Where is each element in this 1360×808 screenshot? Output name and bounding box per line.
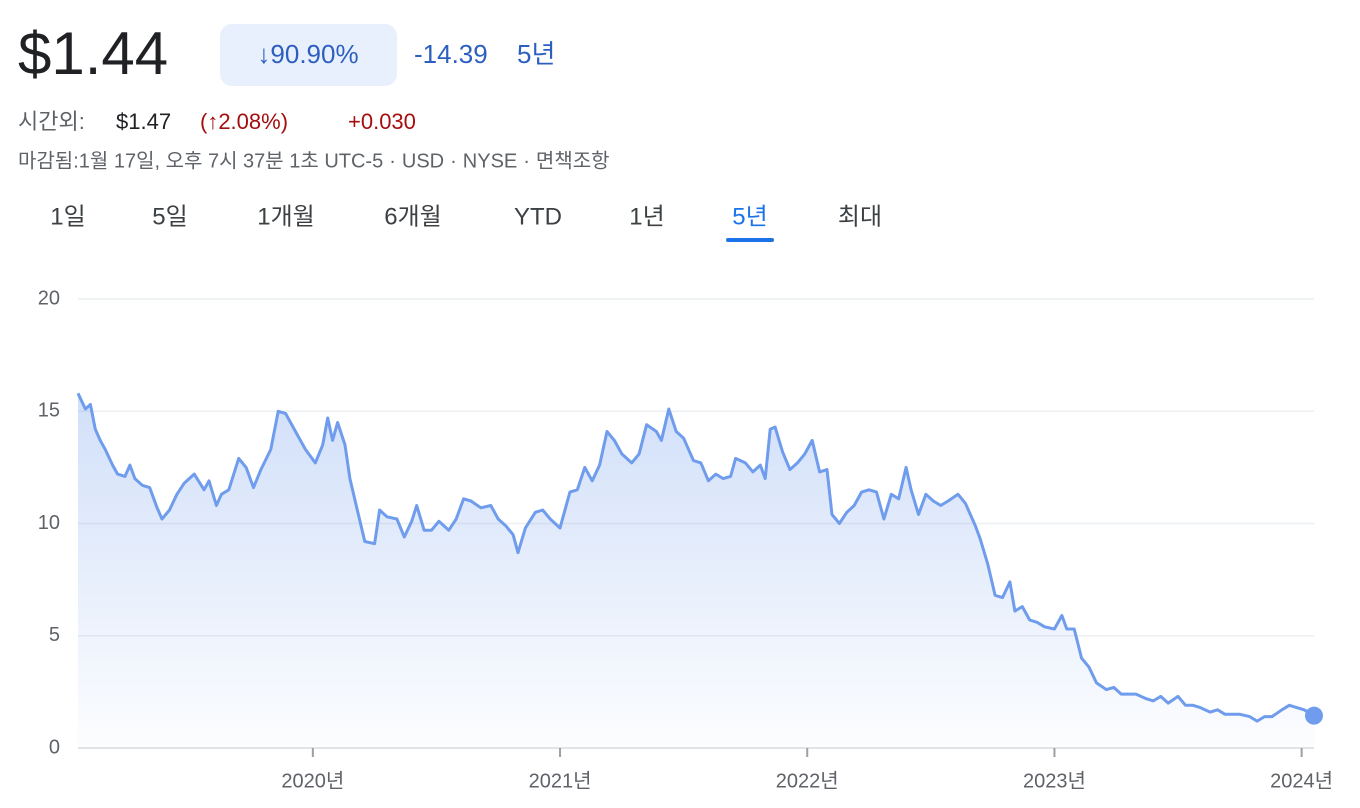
y-tick-label: 0: [49, 736, 60, 758]
status-item: 마감됨:1월 17일, 오후 7시 37분 1초 UTC-5: [18, 149, 383, 172]
price-line: [76, 392, 1315, 723]
tab-indicator: [726, 238, 774, 242]
status-item: NYSE: [463, 150, 517, 172]
status-item: USD: [402, 150, 444, 172]
price-chart: 0 5 10 15 20 2020년 2021년 2022년 2023년 2024년: [38, 287, 1333, 792]
range-tabs: 1일 5일 1개월 6개월 YTD 1년 5년 최대: [50, 203, 882, 242]
status-line: 마감됨:1월 17일, 오후 7시 37분 1초 UTC-5 · USD · NYSE ·…: [18, 149, 610, 172]
x-tick-label: 2022년: [776, 769, 839, 792]
after-hours-percent: (↑2.08%): [200, 109, 288, 134]
separator: ·: [389, 150, 396, 172]
range-tab[interactable]: YTD: [514, 203, 562, 230]
after-hours-change: +0.030: [348, 109, 416, 134]
range-tab[interactable]: 1개월: [257, 203, 315, 230]
after-hours-label: 시간외:: [18, 109, 85, 134]
separator: ·: [523, 150, 530, 172]
disclaimer-link[interactable]: 면책조항: [536, 149, 610, 172]
range-tab[interactable]: 1일: [50, 203, 85, 230]
x-tick-label: 2020년: [281, 769, 344, 792]
range-tab[interactable]: 5년: [732, 203, 767, 230]
range-tab[interactable]: 5일: [152, 203, 187, 230]
price: $1.44: [18, 20, 168, 87]
separator: ·: [450, 150, 457, 172]
y-tick-label: 15: [38, 400, 60, 422]
y-tick-label: 20: [38, 287, 60, 309]
after-hours-price: $1.47: [116, 109, 171, 134]
price-area: [78, 393, 1314, 748]
range-tab[interactable]: 6개월: [384, 203, 442, 230]
last-price-dot: [1305, 706, 1323, 725]
x-tick-label: 2021년: [529, 769, 592, 792]
x-tick-label: 2023년: [1023, 769, 1086, 792]
range-tab[interactable]: 1년: [629, 203, 664, 230]
change-value: -14.39: [414, 39, 488, 69]
x-tick-label: 2024년: [1270, 769, 1333, 792]
change-percent: ↓90.90%: [257, 39, 358, 69]
y-tick-label: 5: [49, 624, 60, 646]
y-tick-label: 10: [38, 512, 60, 534]
range-tab[interactable]: 최대: [838, 203, 882, 230]
change-period: 5년: [517, 39, 555, 69]
change-badge: [220, 24, 397, 86]
